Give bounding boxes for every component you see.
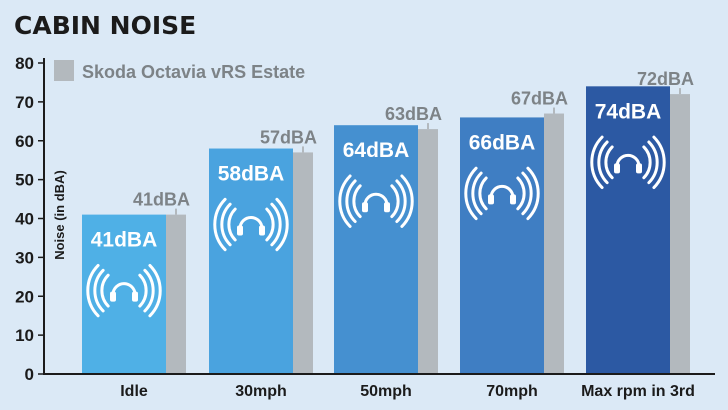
y-tick-label: 70 [15, 93, 34, 112]
comparison-bar-label: 41dBA [133, 190, 190, 210]
bar-group: 63dBA 64dBA [334, 104, 442, 374]
comparison-bar [293, 152, 313, 374]
y-tick-label: 40 [15, 210, 34, 229]
headphones-sound-icon [590, 135, 666, 190]
comparison-bar [418, 129, 438, 374]
comparison-bar-label: 63dBA [385, 104, 442, 124]
chart-title: CABIN NOISE [14, 11, 196, 40]
y-tick-label: 50 [15, 171, 34, 190]
bar-group: 57dBA 58dBA [209, 127, 317, 374]
main-bar [209, 148, 293, 374]
main-bar [460, 117, 544, 375]
headphones-sound-icon [338, 174, 414, 228]
y-axis-label: Noise (in dBA) [52, 170, 67, 260]
y-tick-label: 0 [25, 365, 34, 384]
legend-label: Skoda Octavia vRS Estate [82, 62, 305, 82]
comparison-bar [166, 214, 186, 374]
x-tick-label: 50mph [360, 383, 412, 400]
y-tick-label: 10 [15, 326, 34, 345]
legend: Skoda Octavia vRS Estate [54, 60, 305, 82]
x-tick-label: Max rpm in 3rd [581, 383, 695, 400]
comparison-bar-label: 72dBA [637, 69, 694, 89]
y-axis-ticks: 0 10 20 30 40 50 60 70 80 [15, 54, 44, 384]
main-bar-label: 58dBA [218, 163, 285, 186]
x-tick-label: 30mph [235, 383, 287, 400]
main-bar-label: 66dBA [469, 131, 536, 154]
y-tick-label: 60 [15, 132, 34, 151]
bars: 41dBA 41dBA 57dBA 58dBA 63dBA 64dBA 67dBA 66dBA… [82, 69, 694, 375]
headphones-sound-icon [213, 197, 289, 252]
x-axis-labels: Idle 30mph 50mph 70mph Max rpm in 3rd [120, 383, 695, 400]
y-tick-label: 80 [15, 54, 34, 73]
main-bar-label: 41dBA [91, 229, 158, 252]
comparison-bar [670, 94, 690, 374]
comparison-bar-label: 67dBA [511, 89, 568, 109]
bar-group: 41dBA 41dBA [82, 190, 190, 374]
bar-group: 72dBA 74dBA [586, 69, 694, 374]
headphones-sound-icon [464, 166, 540, 221]
bar-group: 67dBA 66dBA [460, 89, 568, 375]
main-bar-label: 64dBA [343, 139, 410, 162]
main-bar [334, 125, 418, 374]
x-tick-label: 70mph [486, 383, 538, 400]
headphones-sound-icon [86, 263, 162, 318]
x-tick-label: Idle [120, 383, 148, 400]
y-tick-label: 30 [15, 248, 34, 267]
comparison-bar [544, 113, 564, 374]
main-bar [586, 86, 670, 374]
y-tick-label: 20 [15, 287, 34, 306]
main-bar-label: 74dBA [595, 100, 662, 123]
comparison-bar-label: 57dBA [260, 127, 317, 147]
legend-swatch [54, 60, 74, 81]
